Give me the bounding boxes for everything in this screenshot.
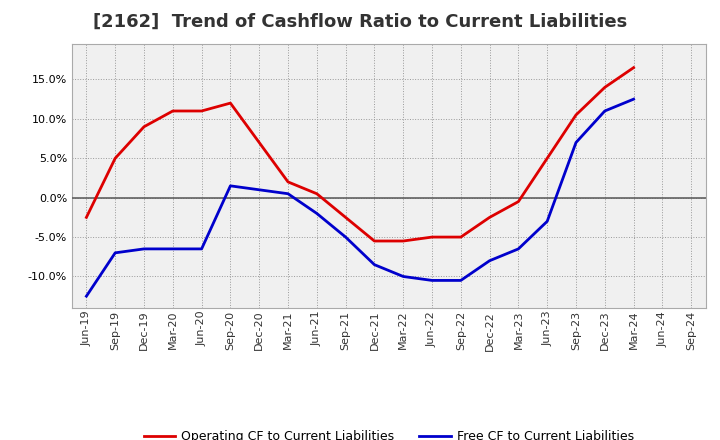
Free CF to Current Liabilities [485,258,494,264]
Operating CF to Current Liabilities [168,108,177,114]
Operating CF to Current Liabilities [82,215,91,220]
Line: Free CF to Current Liabilities: Free CF to Current Liabilities [86,99,634,296]
Operating CF to Current Liabilities [284,179,292,184]
Free CF to Current Liabilities [111,250,120,256]
Operating CF to Current Liabilities [456,235,465,240]
Text: [2162]  Trend of Cashflow Ratio to Current Liabilities: [2162] Trend of Cashflow Ratio to Curren… [93,13,627,31]
Operating CF to Current Liabilities [485,215,494,220]
Free CF to Current Liabilities [600,108,609,114]
Free CF to Current Liabilities [399,274,408,279]
Operating CF to Current Liabilities [197,108,206,114]
Free CF to Current Liabilities [255,187,264,192]
Operating CF to Current Liabilities [629,65,638,70]
Free CF to Current Liabilities [572,140,580,145]
Operating CF to Current Liabilities [255,140,264,145]
Free CF to Current Liabilities [197,246,206,252]
Free CF to Current Liabilities [284,191,292,196]
Operating CF to Current Liabilities [370,238,379,244]
Free CF to Current Liabilities [543,219,552,224]
Free CF to Current Liabilities [226,183,235,188]
Operating CF to Current Liabilities [399,238,408,244]
Line: Operating CF to Current Liabilities: Operating CF to Current Liabilities [86,68,634,241]
Legend: Operating CF to Current Liabilities, Free CF to Current Liabilities: Operating CF to Current Liabilities, Fre… [139,425,639,440]
Operating CF to Current Liabilities [226,100,235,106]
Operating CF to Current Liabilities [514,199,523,204]
Free CF to Current Liabilities [428,278,436,283]
Operating CF to Current Liabilities [341,215,350,220]
Free CF to Current Liabilities [82,293,91,299]
Free CF to Current Liabilities [514,246,523,252]
Free CF to Current Liabilities [168,246,177,252]
Free CF to Current Liabilities [140,246,148,252]
Operating CF to Current Liabilities [140,124,148,129]
Operating CF to Current Liabilities [543,156,552,161]
Operating CF to Current Liabilities [312,191,321,196]
Operating CF to Current Liabilities [572,112,580,117]
Free CF to Current Liabilities [629,96,638,102]
Operating CF to Current Liabilities [600,85,609,90]
Free CF to Current Liabilities [312,211,321,216]
Free CF to Current Liabilities [370,262,379,267]
Operating CF to Current Liabilities [428,235,436,240]
Free CF to Current Liabilities [341,235,350,240]
Free CF to Current Liabilities [456,278,465,283]
Operating CF to Current Liabilities [111,156,120,161]
